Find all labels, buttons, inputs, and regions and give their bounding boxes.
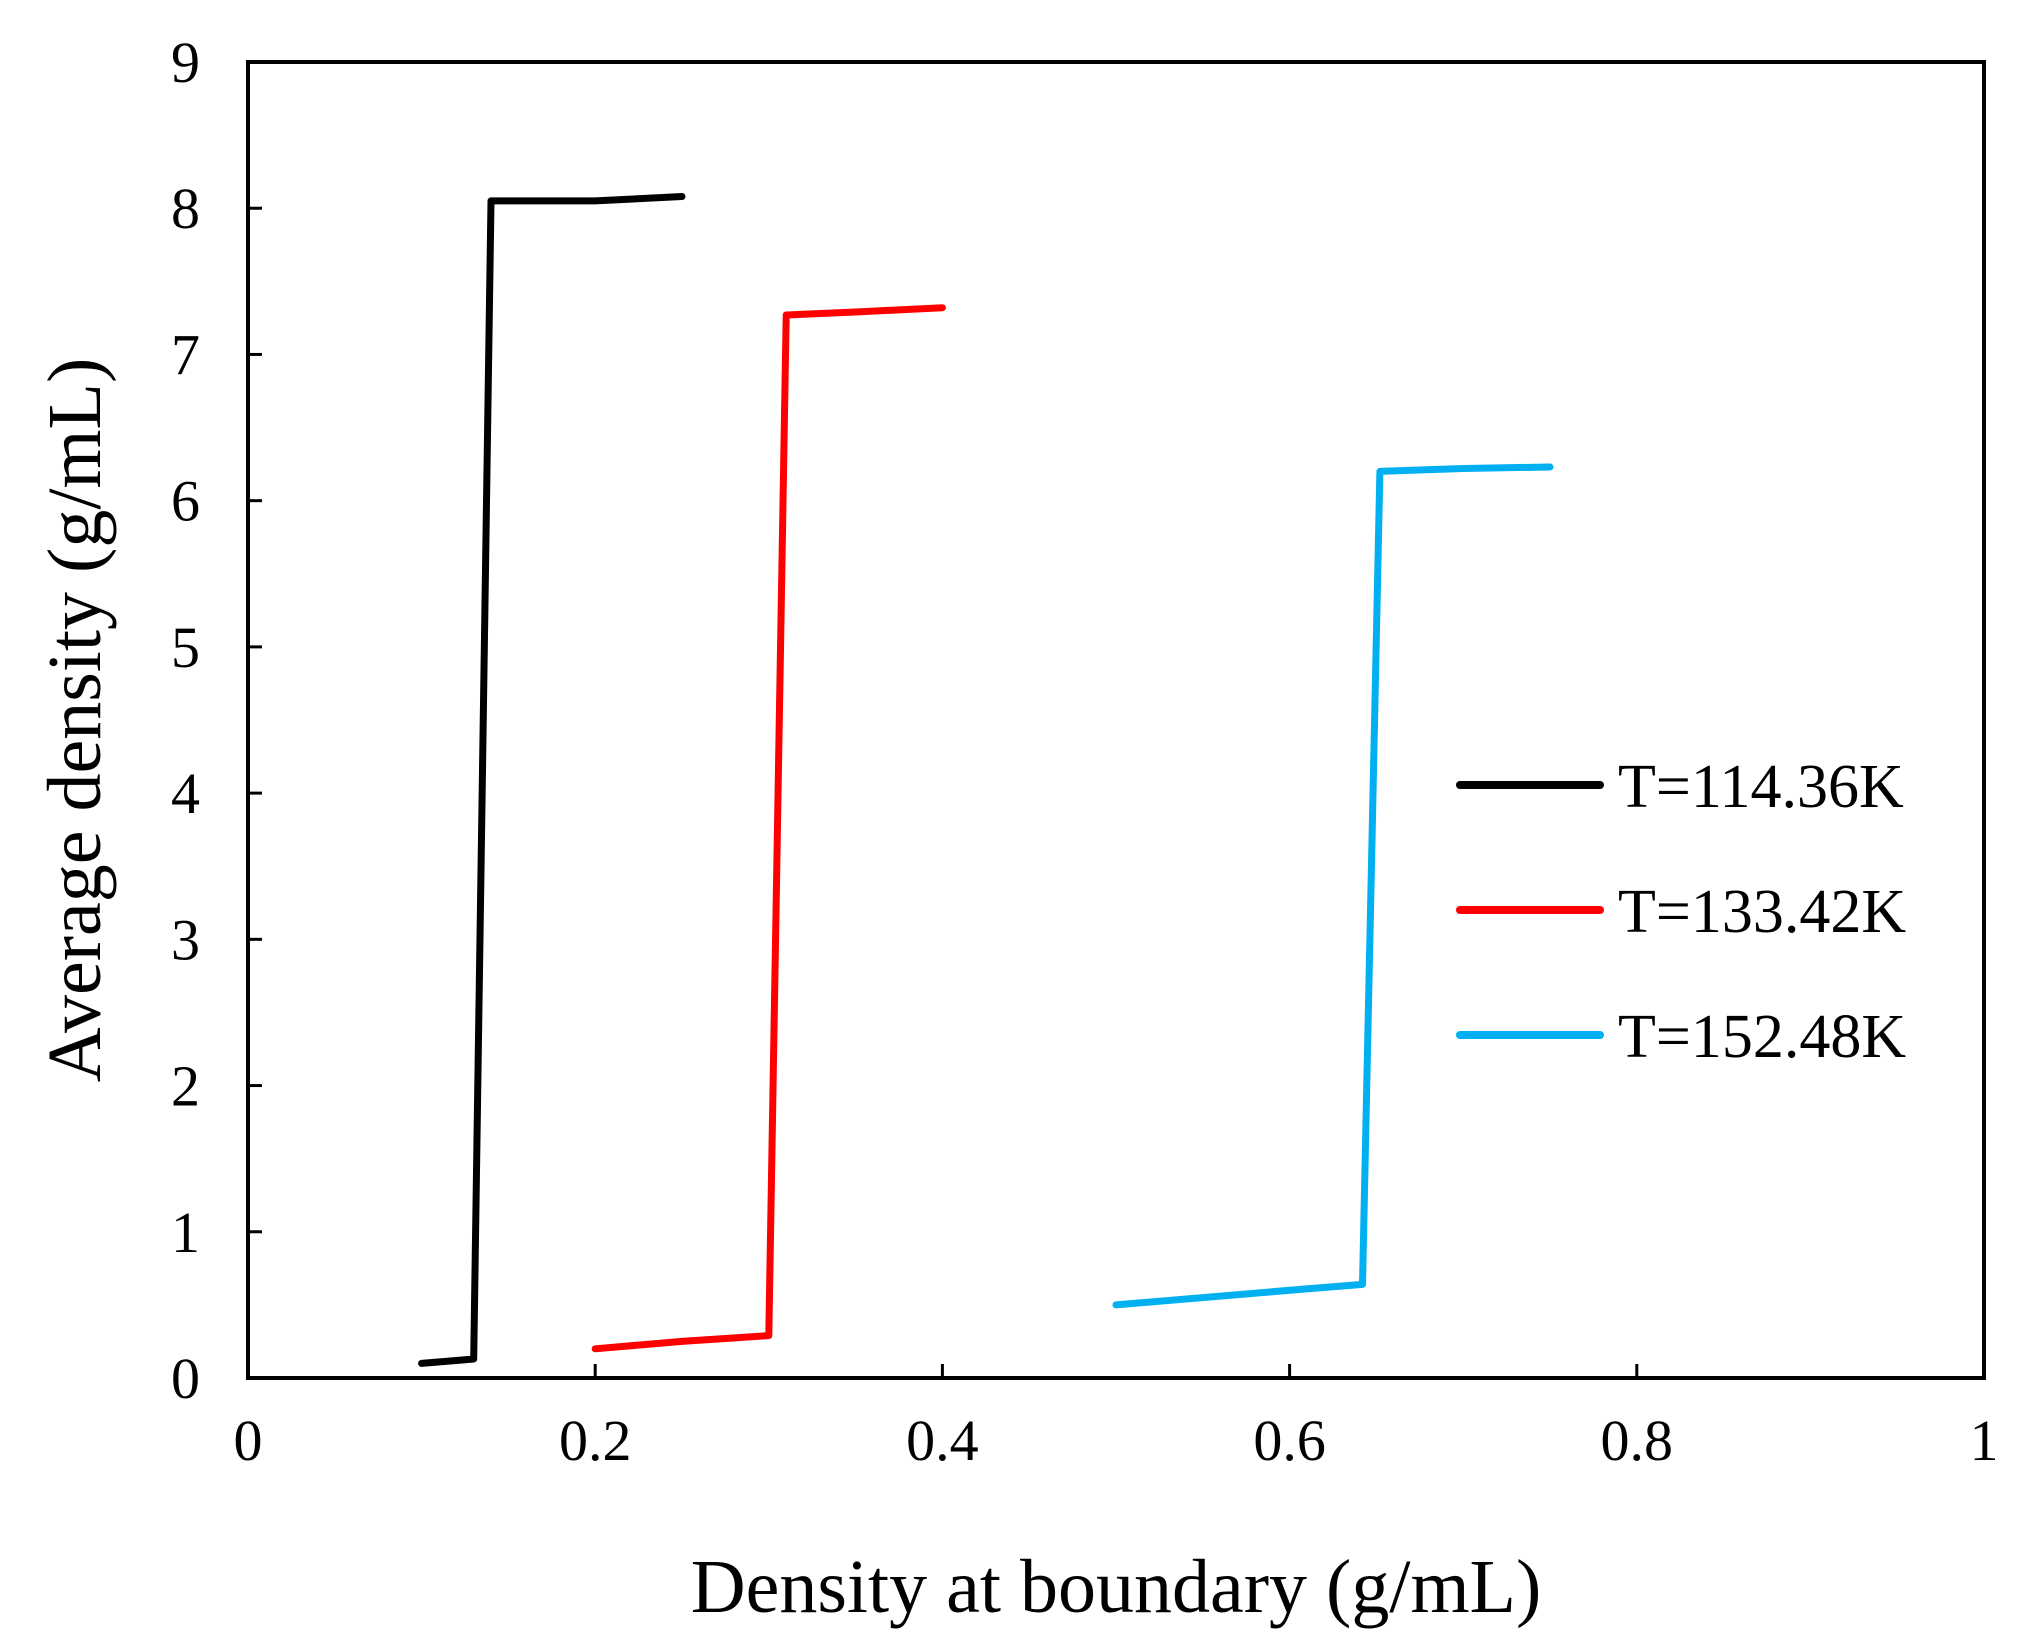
y-axis-ticks: 0 1 2 3 4 5 6 7 8 9 [171, 30, 262, 1411]
series-line-2 [591, 304, 946, 1353]
x-tick-label: 0.4 [906, 1408, 979, 1473]
x-axis-ticks: 0 0.2 0.4 0.6 0.8 1 [234, 1364, 1999, 1473]
series-line-3 [1112, 463, 1554, 1309]
y-tick-label: 0 [171, 1346, 200, 1411]
series-lines [418, 193, 1554, 1367]
y-tick-label: 7 [171, 322, 200, 387]
x-tick-label: 0.8 [1601, 1408, 1674, 1473]
legend-label-3: T=152.48K [1618, 1003, 1906, 1071]
y-tick-label: 6 [171, 469, 200, 534]
y-tick-label: 4 [171, 761, 200, 826]
y-tick-label: 9 [171, 30, 200, 95]
legend-label-1: T=114.36K [1618, 753, 1904, 821]
legend-label-2: T=133.42K [1618, 878, 1906, 946]
series-line-1 [418, 193, 686, 1367]
y-tick-label: 3 [171, 907, 200, 972]
x-axis-label: Density at boundary (g/mL) [691, 1545, 1542, 1629]
x-tick-label: 0.6 [1253, 1408, 1326, 1473]
y-axis-label: Average density (g/mL) [33, 358, 117, 1083]
y-tick-label: 5 [171, 615, 200, 680]
x-tick-label: 0 [234, 1408, 263, 1473]
x-tick-label: 0.2 [559, 1408, 632, 1473]
y-tick-label: 1 [171, 1200, 200, 1265]
y-tick-label: 2 [171, 1054, 200, 1119]
x-tick-label: 1 [1970, 1408, 1999, 1473]
y-tick-label: 8 [171, 176, 200, 241]
legend: T=114.36K T=133.42K T=152.48K [1456, 753, 1906, 1071]
plot-area [246, 60, 1986, 1380]
